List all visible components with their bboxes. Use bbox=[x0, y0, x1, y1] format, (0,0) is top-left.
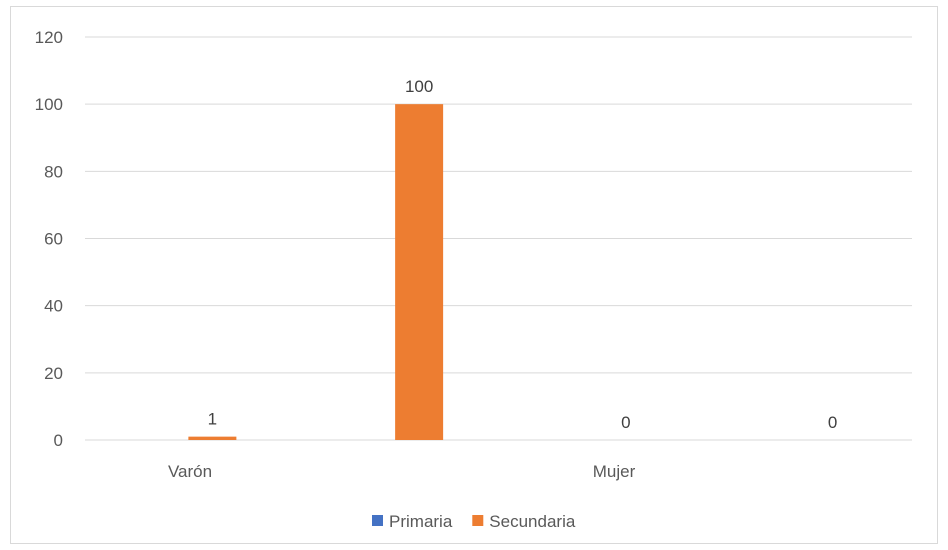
data-labels: 1 100 0 0 bbox=[208, 77, 838, 432]
y-tick-label: 20 bbox=[44, 364, 63, 383]
x-category-label: Mujer bbox=[593, 462, 636, 481]
data-label: 100 bbox=[405, 77, 433, 96]
y-tick-label: 80 bbox=[44, 162, 63, 181]
y-tick-label: 40 bbox=[44, 297, 63, 316]
gridlines bbox=[85, 36, 912, 441]
chart-frame bbox=[10, 6, 938, 544]
y-tick-label: 120 bbox=[35, 28, 63, 47]
y-tick-label: 0 bbox=[54, 431, 63, 450]
bar-secundaria bbox=[188, 436, 237, 440]
legend-swatch bbox=[472, 515, 484, 526]
legend-label: Secundaria bbox=[489, 512, 576, 531]
bar-secundaria bbox=[395, 104, 444, 441]
x-axis-category-labels: Varón Mujer bbox=[168, 462, 636, 481]
legend-label: Primaria bbox=[389, 512, 453, 531]
legend: Primaria Secundaria bbox=[372, 512, 576, 531]
y-tick-label: 60 bbox=[44, 230, 63, 249]
bars bbox=[188, 104, 444, 441]
y-axis-tick-labels: 0 20 40 60 80 100 120 bbox=[35, 28, 63, 450]
y-tick-label: 100 bbox=[35, 95, 63, 114]
data-label: 0 bbox=[621, 413, 630, 432]
data-label: 0 bbox=[828, 413, 837, 432]
data-label: 1 bbox=[208, 410, 217, 429]
legend-swatch bbox=[372, 515, 383, 526]
x-category-label: Varón bbox=[168, 462, 212, 481]
